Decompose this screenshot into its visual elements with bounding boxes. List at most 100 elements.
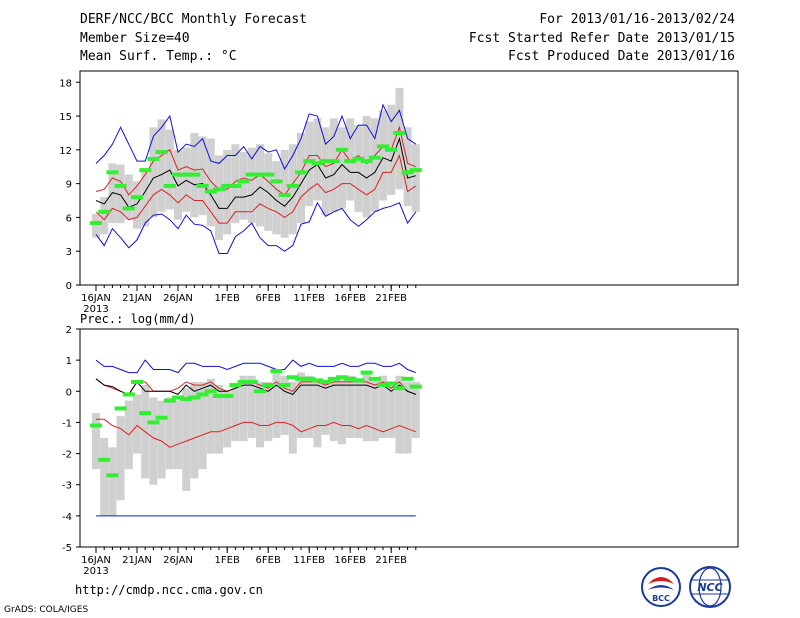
temp-variable-label: Mean Surf. Temp.: °C <box>80 49 237 64</box>
member-size: Member Size=40 <box>80 31 190 46</box>
median-marker <box>377 144 389 149</box>
median-marker <box>213 187 225 192</box>
spread-box <box>231 385 240 442</box>
spread-box <box>354 125 363 212</box>
median-marker <box>245 172 258 177</box>
median-marker <box>352 156 365 161</box>
median-marker <box>270 179 283 184</box>
spread-box <box>247 375 256 438</box>
spread-box <box>165 397 174 470</box>
max-line <box>95 103 417 171</box>
median-marker <box>155 150 168 155</box>
median-marker <box>393 130 406 135</box>
spread-box <box>149 397 158 485</box>
spread-box <box>313 118 322 201</box>
source-url[interactable]: http://cmdp.ncc.cma.gov.cn <box>75 583 263 597</box>
spread-box <box>239 152 248 220</box>
median-marker <box>90 221 102 226</box>
spread-box <box>231 144 240 224</box>
spread-box <box>182 147 191 212</box>
spread-box <box>297 372 305 438</box>
median-marker <box>303 376 316 381</box>
spread-box <box>223 391 232 448</box>
y-tick-label: 18 <box>59 78 72 89</box>
x-tick-label: 6FEB <box>256 293 281 304</box>
y-tick-label: -4 <box>62 512 72 523</box>
spread-box <box>157 400 166 479</box>
median-marker <box>114 183 127 188</box>
spread-box <box>288 144 297 235</box>
spread-box <box>370 378 379 442</box>
x-tick-label: 21JAN <box>122 555 152 566</box>
spread-box <box>403 127 412 207</box>
max-line <box>95 359 416 374</box>
spread-box <box>182 388 191 491</box>
chart-panel-2: -5 -4 -3 -2 -1 0 1 2 16JAN 21JAN 26JAN 1FEB 6FEB 11FE… <box>62 325 739 577</box>
spread-box <box>157 119 166 212</box>
median-marker <box>352 378 365 383</box>
x-tick-label: 11FEB <box>293 555 325 566</box>
y-tick-label: 2 <box>66 325 72 336</box>
median-marker <box>131 195 143 200</box>
median-marker <box>180 397 193 402</box>
spread-box <box>395 375 404 454</box>
spread-box <box>256 381 264 448</box>
median-marker <box>401 170 414 175</box>
x-tick-label: 21FEB <box>375 293 407 304</box>
spread-box <box>305 121 314 207</box>
min-line <box>95 201 417 254</box>
spread-box <box>305 375 314 438</box>
x-tick-label: 16JAN <box>81 293 111 304</box>
median-marker <box>147 156 160 161</box>
spread-box <box>370 118 379 212</box>
spread-box <box>362 116 371 218</box>
y-tick-label: -5 <box>62 543 72 554</box>
spread-box <box>100 438 109 516</box>
chart-panel-1: 0 3 6 9 12 15 18 16JAN 21JAN 26JAN 1FEB 6FEB 11FEB 16… <box>59 70 739 326</box>
spread-box <box>100 197 109 235</box>
y-tick-label: 0 <box>66 387 72 398</box>
median-marker <box>139 411 152 416</box>
spread-box <box>329 118 338 212</box>
median-marker <box>368 155 381 160</box>
x-tick-label: 21JAN <box>122 293 152 304</box>
median-marker <box>90 423 102 428</box>
median-marker <box>360 370 373 375</box>
median-marker <box>311 378 324 383</box>
ncc-logo: NCC <box>689 566 731 608</box>
spread-box <box>313 378 322 448</box>
median-marker <box>122 392 135 397</box>
median-marker <box>106 170 119 175</box>
median-marker <box>286 375 299 380</box>
median-marker <box>295 376 307 381</box>
y-tick-label: -3 <box>62 481 72 492</box>
x-tick-label: 16FEB <box>334 293 366 304</box>
spread-box <box>190 381 199 479</box>
spread-box <box>280 375 289 435</box>
median-marker <box>327 376 340 381</box>
grads-credit: GrADS: COLA/IGES <box>4 605 89 615</box>
median-marker <box>229 183 242 188</box>
spread-box <box>346 375 355 438</box>
spread-box <box>108 447 117 516</box>
x-year-label: 2013 <box>83 566 108 577</box>
x-tick-label: 26JAN <box>163 293 193 304</box>
spread-box <box>272 161 281 235</box>
spread-box <box>288 381 297 454</box>
median-marker <box>270 369 283 374</box>
median-marker <box>319 379 332 384</box>
spread-box <box>362 372 371 442</box>
std-lower-line <box>96 418 416 448</box>
spread-box <box>247 147 256 224</box>
median-marker <box>204 189 217 194</box>
median-marker <box>295 170 307 175</box>
median-marker <box>409 384 422 389</box>
spread-box <box>379 375 387 438</box>
spread-box <box>141 170 150 227</box>
median-marker <box>237 379 250 384</box>
ensemble-mean-line <box>95 136 416 209</box>
median-marker <box>221 393 234 398</box>
spread-box <box>379 110 387 201</box>
x-tick-label: 1FEB <box>215 293 240 304</box>
median-marker <box>262 172 275 177</box>
